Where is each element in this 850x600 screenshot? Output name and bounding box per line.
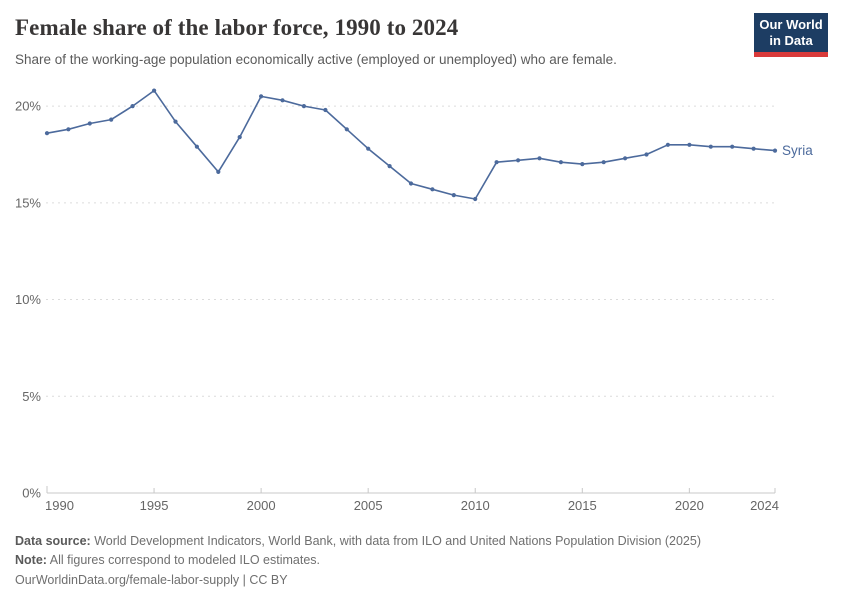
chart-header: Female share of the labor force, 1990 to… bbox=[15, 13, 835, 68]
page-title: Female share of the labor force, 1990 to… bbox=[15, 15, 459, 40]
data-point-2007[interactable] bbox=[408, 181, 414, 186]
x-axis-label-2005: 2005 bbox=[354, 498, 383, 513]
data-point-2009[interactable] bbox=[451, 193, 456, 198]
data-point-2005[interactable] bbox=[366, 146, 371, 151]
owid-logo[interactable]: Our World in Data bbox=[754, 13, 828, 57]
data-point-1992[interactable] bbox=[87, 121, 92, 126]
data-point-1994[interactable] bbox=[130, 104, 135, 109]
data-point-2020[interactable] bbox=[687, 142, 692, 147]
data-point-2008[interactable] bbox=[430, 187, 435, 192]
y-axis-label-20: 20% bbox=[15, 99, 41, 114]
data-point-1997[interactable] bbox=[194, 144, 199, 149]
data-point-2019[interactable] bbox=[665, 142, 671, 147]
data-point-1995[interactable] bbox=[152, 88, 157, 93]
data-point-2004[interactable] bbox=[344, 127, 349, 132]
note-text: All figures correspond to modeled ILO es… bbox=[49, 553, 321, 568]
x-axis-label-2000: 2000 bbox=[247, 498, 276, 513]
x-axis-label-1990: 1990 bbox=[45, 498, 74, 513]
data-point-1996[interactable] bbox=[173, 119, 178, 124]
data-point-1990[interactable] bbox=[44, 131, 50, 136]
owid-logo-line2: in Data bbox=[769, 33, 813, 48]
data-point-2016[interactable] bbox=[601, 160, 606, 165]
y-axis-label-10: 10% bbox=[15, 292, 41, 307]
footer-note-line: Note: All figures correspond to modeled … bbox=[15, 551, 835, 570]
y-axis-label-5: 5% bbox=[22, 389, 41, 404]
page-subtitle: Share of the working-age population econ… bbox=[15, 51, 617, 67]
data-point-1999[interactable] bbox=[237, 135, 242, 140]
footer-url-line: OurWorldinData.org/female-labor-supply |… bbox=[15, 572, 288, 587]
data-point-2011[interactable] bbox=[494, 160, 499, 165]
owid-logo-text: Our World in Data bbox=[754, 13, 828, 52]
data-point-2015[interactable] bbox=[580, 162, 585, 167]
data-point-2010[interactable] bbox=[473, 196, 478, 202]
series-end-label-syria: Syria bbox=[782, 143, 813, 158]
note-label: Note: bbox=[15, 553, 47, 568]
x-axis-label-2015: 2015 bbox=[568, 498, 597, 513]
datasource-label: Data source: bbox=[15, 533, 91, 548]
data-point-2002[interactable] bbox=[301, 104, 306, 109]
chart-footer: Data source: World Development Indicator… bbox=[15, 532, 835, 590]
data-point-2014[interactable] bbox=[558, 160, 564, 165]
data-point-2022[interactable] bbox=[730, 144, 735, 149]
y-axis-label-0: 0% bbox=[22, 486, 41, 501]
owid-logo-redbar bbox=[754, 52, 828, 57]
datasource-text: World Development Indicators, World Bank… bbox=[94, 533, 701, 548]
data-point-2018[interactable] bbox=[644, 152, 649, 157]
x-axis-label-1995: 1995 bbox=[140, 498, 169, 513]
data-point-1998[interactable] bbox=[216, 169, 221, 174]
data-point-2012[interactable] bbox=[516, 158, 521, 163]
data-point-2003[interactable] bbox=[323, 107, 328, 113]
data-point-2013[interactable] bbox=[537, 156, 542, 161]
data-point-2023[interactable] bbox=[751, 146, 756, 151]
x-axis-label-2024: 2024 bbox=[750, 498, 779, 513]
data-point-2024[interactable] bbox=[772, 148, 778, 153]
data-point-2017[interactable] bbox=[623, 156, 628, 161]
x-axis-label-2020: 2020 bbox=[675, 498, 704, 513]
x-axis-label-2010: 2010 bbox=[461, 498, 490, 513]
data-point-1991[interactable] bbox=[66, 127, 71, 132]
data-point-2001[interactable] bbox=[280, 98, 285, 103]
data-point-1993[interactable] bbox=[109, 117, 114, 122]
footer-datasource-line: Data source: World Development Indicator… bbox=[15, 532, 835, 551]
y-axis-label-15: 15% bbox=[15, 195, 41, 210]
owid-logo-line1: Our World bbox=[759, 17, 823, 32]
data-point-2021[interactable] bbox=[708, 144, 713, 149]
data-point-2000[interactable] bbox=[259, 94, 264, 99]
data-point-2006[interactable] bbox=[387, 164, 392, 169]
